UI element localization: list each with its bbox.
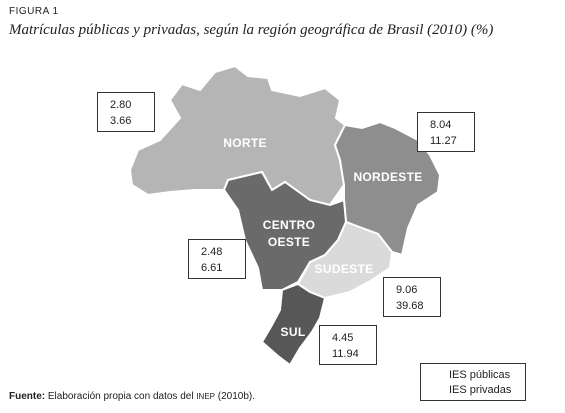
figure-label: FIGURA 1 <box>9 6 59 17</box>
sul-privadas: 11.94 <box>332 348 359 360</box>
label-sul: SUL <box>281 325 306 339</box>
sudeste-privadas: 39.68 <box>396 300 424 312</box>
source-label: Fuente: <box>9 391 46 402</box>
nordeste-publicas: 8.04 <box>430 119 452 131</box>
source-text-before: Elaboración propia con datos del <box>45 391 197 402</box>
label-nordeste: NORDESTE <box>353 170 422 184</box>
label-centro: CENTRO <box>263 218 315 232</box>
sul-publicas: 4.45 <box>332 332 354 344</box>
source-abbrev: INEP <box>196 392 215 401</box>
label-sudeste: SUDESTE <box>315 262 374 276</box>
sudeste-publicas: 9.06 <box>396 284 418 296</box>
centro-oeste-privadas: 6.61 <box>201 262 223 274</box>
value-box-sudeste: 9.06 39.68 <box>383 277 441 317</box>
value-box-centro-oeste: 2.48 6.61 <box>188 239 246 279</box>
region-sudeste <box>296 220 394 300</box>
label-norte: NORTE <box>223 136 267 150</box>
value-box-norte: 2.80 3.66 <box>97 92 155 132</box>
value-box-nordeste: 8.04 11.27 <box>417 112 475 152</box>
value-box-sul: 4.45 11.94 <box>319 325 377 365</box>
legend-publicas: IES públicas <box>449 369 511 381</box>
source-text-after: (2010b). <box>215 391 256 402</box>
centro-oeste-publicas: 2.48 <box>201 246 223 258</box>
norte-privadas: 3.66 <box>110 115 132 127</box>
region-sul <box>260 282 327 367</box>
region-nordeste <box>333 120 442 257</box>
label-oeste: OESTE <box>268 235 310 249</box>
legend-privadas: IES privadas <box>449 384 512 396</box>
norte-publicas: 2.80 <box>110 99 132 111</box>
legend: IES públicas IES privadas <box>420 363 526 401</box>
source-note: Fuente: Elaboración propia con datos del… <box>9 391 255 402</box>
nordeste-privadas: 11.27 <box>430 135 457 147</box>
figure-title: Matrículas públicas y privadas, según la… <box>9 22 494 38</box>
